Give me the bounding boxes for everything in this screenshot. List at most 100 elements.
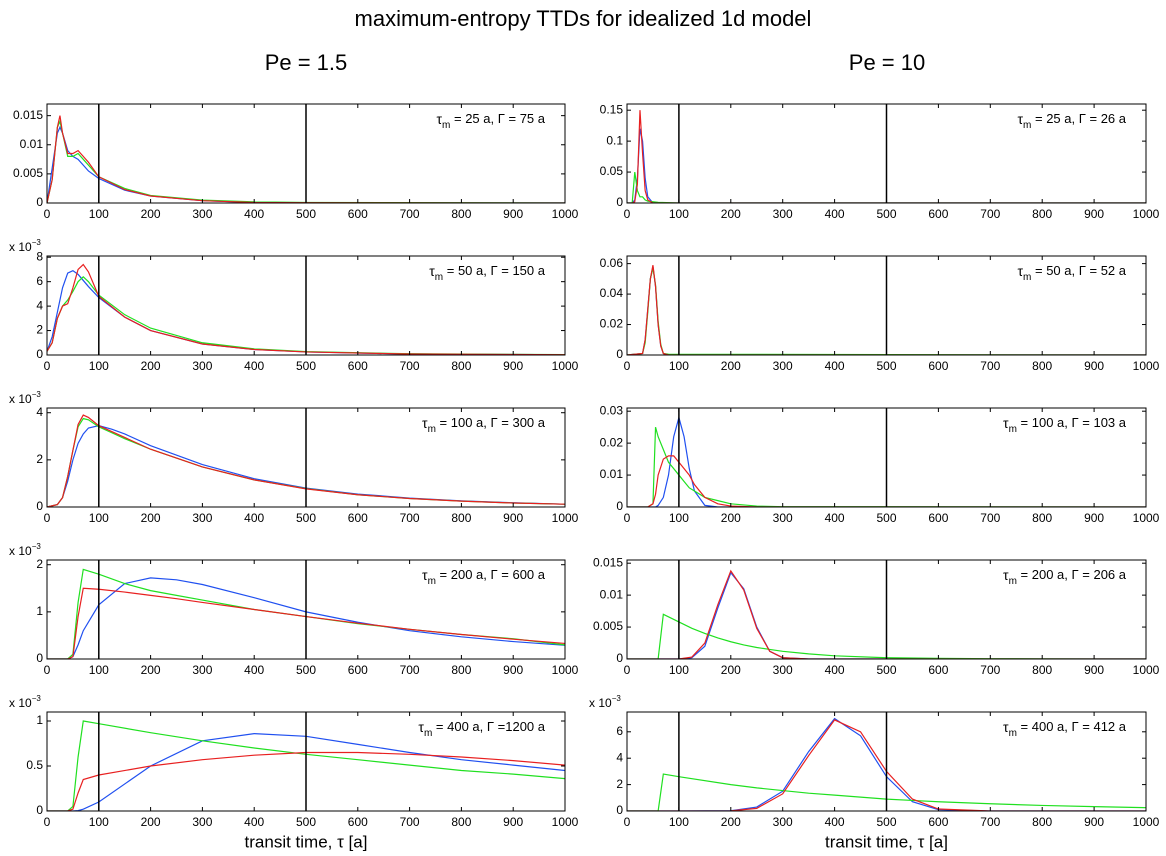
x-tick-label: 700 bbox=[400, 359, 420, 373]
y-tick-label: 0.04 bbox=[600, 286, 624, 300]
annotation-subscript: m bbox=[424, 728, 432, 739]
y-tick-label: 6 bbox=[616, 724, 623, 738]
panel: 0 100 200 300 400 500 600 700 800 900 1000 0 0.005 0.… bbox=[13, 103, 579, 221]
y-tick-label: 2 bbox=[36, 323, 43, 337]
y-tick-label: 2 bbox=[36, 557, 43, 571]
axis-scale: x 10−3 bbox=[9, 542, 41, 558]
x-tick-label: 700 bbox=[980, 511, 1000, 525]
plot-area bbox=[627, 717, 1146, 811]
x-tick-label: 300 bbox=[192, 359, 212, 373]
annotation: τm = 100 a, Γ = 103 a bbox=[1003, 415, 1127, 435]
x-tick-label: 800 bbox=[1032, 663, 1052, 677]
annotation: τm = 200 a, Γ = 206 a bbox=[1003, 567, 1127, 587]
x-tick-label: 300 bbox=[192, 511, 212, 525]
annotation-symbol: τ bbox=[1018, 263, 1024, 279]
x-tick-label: 1000 bbox=[552, 511, 579, 525]
x-tick-label: 800 bbox=[451, 207, 471, 221]
x-tick-label: 700 bbox=[400, 511, 420, 525]
column-title: Pe = 1.5 bbox=[265, 50, 348, 75]
x-tick-label: 300 bbox=[773, 511, 793, 525]
x-tick-label: 200 bbox=[721, 207, 741, 221]
axis-scale: x 10−3 bbox=[589, 694, 621, 710]
x-tick-label: 300 bbox=[192, 663, 212, 677]
annotation: τm = 50 a, Γ = 52 a bbox=[1018, 263, 1127, 283]
axis-scale: x 10−3 bbox=[9, 694, 41, 710]
y-tick-label: 2 bbox=[36, 452, 43, 466]
y-tick-label: 0 bbox=[616, 651, 623, 665]
y-tick-label: 0 bbox=[36, 499, 43, 513]
y-tick-label: 0 bbox=[36, 651, 43, 665]
x-tick-label: 400 bbox=[244, 815, 264, 829]
x-axis-label: transit time, τ [a] bbox=[825, 832, 948, 851]
x-tick-label: 500 bbox=[876, 359, 896, 373]
y-tick-label: 0.5 bbox=[26, 758, 43, 772]
annotation-symbol: τ bbox=[429, 263, 435, 279]
annotation: τm = 400 a, Γ =1200 a bbox=[418, 719, 545, 739]
x-tick-label: 300 bbox=[192, 815, 212, 829]
y-tick-label: 1 bbox=[36, 713, 43, 727]
x-tick-label: 400 bbox=[825, 663, 845, 677]
y-tick-label: 0.015 bbox=[593, 555, 623, 569]
x-tick-label: 200 bbox=[721, 663, 741, 677]
x-tick-label: 600 bbox=[348, 663, 368, 677]
axis-scale-base: x 10 bbox=[9, 544, 32, 558]
x-tick-label: 900 bbox=[503, 663, 523, 677]
x-axis-label: transit time, τ [a] bbox=[245, 832, 368, 851]
annotation-symbol: τ bbox=[422, 415, 428, 431]
x-tick-label: 200 bbox=[141, 359, 161, 373]
series-line bbox=[627, 455, 1146, 507]
y-tick-label: 4 bbox=[36, 298, 43, 312]
x-tick-label: 500 bbox=[296, 511, 316, 525]
y-tick-label: 0.01 bbox=[20, 137, 44, 151]
x-tick-label: 900 bbox=[1084, 511, 1104, 525]
axis-scale-exponent: −3 bbox=[32, 390, 42, 399]
x-tick-label: 600 bbox=[928, 359, 948, 373]
annotation-subscript: m bbox=[428, 424, 436, 435]
x-tick-label: 500 bbox=[296, 663, 316, 677]
series-line bbox=[47, 115, 565, 203]
x-tick-label: 700 bbox=[980, 207, 1000, 221]
x-tick-label: 400 bbox=[825, 815, 845, 829]
series-line bbox=[627, 719, 1146, 811]
y-tick-label: 0.02 bbox=[600, 317, 624, 331]
annotation: τm = 100 a, Γ = 300 a bbox=[422, 415, 546, 435]
x-tick-label: 400 bbox=[825, 511, 845, 525]
x-tick-label: 100 bbox=[669, 663, 689, 677]
series-line bbox=[627, 415, 1146, 507]
annotation-symbol: τ bbox=[1003, 415, 1009, 431]
panel: 0 100 200 300 400 500 600 700 800 900 1000 0 0.5 1 x 1… bbox=[9, 694, 579, 851]
x-tick-label: 900 bbox=[1084, 663, 1104, 677]
x-tick-label: 400 bbox=[825, 207, 845, 221]
x-tick-label: 1000 bbox=[1133, 511, 1160, 525]
x-tick-label: 200 bbox=[721, 815, 741, 829]
x-tick-label: 800 bbox=[451, 511, 471, 525]
x-tick-label: 900 bbox=[503, 207, 523, 221]
annotation-subscript: m bbox=[442, 120, 450, 131]
x-tick-label: 100 bbox=[669, 815, 689, 829]
annotation-subscript: m bbox=[1009, 728, 1017, 739]
x-tick-label: 300 bbox=[773, 815, 793, 829]
x-tick-label: 0 bbox=[624, 663, 631, 677]
x-tick-label: 200 bbox=[721, 359, 741, 373]
annotation-text: = 50 a, Γ = 150 a bbox=[443, 263, 546, 278]
y-tick-label: 0 bbox=[36, 195, 43, 209]
x-tick-label: 300 bbox=[192, 207, 212, 221]
x-tick-label: 400 bbox=[244, 207, 264, 221]
x-tick-label: 1000 bbox=[1133, 359, 1160, 373]
y-tick-label: 0 bbox=[36, 347, 43, 361]
x-tick-label: 1000 bbox=[552, 359, 579, 373]
x-tick-label: 100 bbox=[669, 207, 689, 221]
annotation-subscript: m bbox=[1009, 576, 1017, 587]
x-tick-label: 700 bbox=[400, 815, 420, 829]
x-tick-label: 600 bbox=[348, 511, 368, 525]
x-tick-label: 200 bbox=[721, 511, 741, 525]
x-tick-label: 800 bbox=[1032, 815, 1052, 829]
plot-area bbox=[47, 263, 565, 355]
x-tick-label: 400 bbox=[244, 663, 264, 677]
x-tick-label: 400 bbox=[244, 511, 264, 525]
column-title: Pe = 10 bbox=[849, 50, 925, 75]
x-tick-label: 1000 bbox=[1133, 663, 1160, 677]
annotation-symbol: τ bbox=[1003, 567, 1009, 583]
annotation: τm = 50 a, Γ = 150 a bbox=[429, 263, 545, 283]
